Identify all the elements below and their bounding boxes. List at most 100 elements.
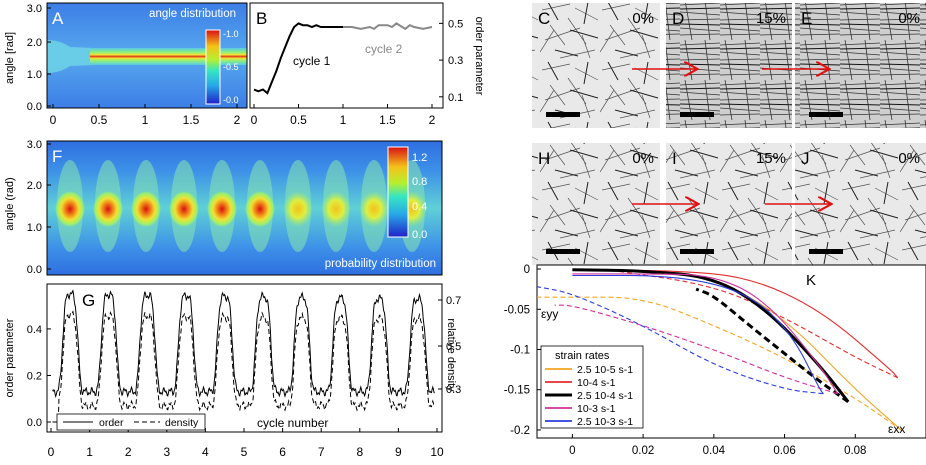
panel-f-spot-0 bbox=[55, 191, 85, 227]
micrograph-E-percent: 0% bbox=[898, 10, 920, 27]
panel-k-label: K bbox=[806, 272, 816, 289]
micrograph-panels: C 0% D 15% E 0% H 0% I 15% J 0% bbox=[532, 3, 926, 265]
micrograph-C: C 0% bbox=[532, 3, 660, 128]
panel-f-frame bbox=[46, 140, 443, 276]
panel-b-series-1 bbox=[253, 22, 343, 95]
panel-k-xlabel: εxx bbox=[888, 422, 905, 436]
panel-g-xtick-3: 3 bbox=[163, 445, 170, 459]
panel-k-xtick-0: 0 bbox=[569, 445, 575, 457]
panel-k-series-3-load bbox=[572, 273, 839, 394]
micrograph-I-percent: 15% bbox=[756, 150, 786, 167]
panel-g-series-order bbox=[52, 289, 435, 399]
panel-b: B cycle 1 cycle 2 0.5 0.3 0.1 0 0.5 1 1.5 2 or… bbox=[249, 2, 485, 127]
panel-g-xtick-4: 4 bbox=[202, 445, 209, 459]
panel-g-legend-density: density bbox=[165, 417, 199, 429]
panel-g-series-density bbox=[52, 310, 435, 423]
panel-g-xtick-6: 6 bbox=[279, 445, 286, 459]
panel-k-series-0-unload bbox=[537, 296, 902, 431]
panel-k-legend-title: strain rates bbox=[555, 350, 610, 362]
panel-a-ylabel: angle [rad] bbox=[4, 32, 16, 84]
panel-k-ytick-2: -0.1 bbox=[510, 344, 530, 356]
micrograph-I-label: I bbox=[672, 149, 677, 168]
panel-a-cbtick-2: -0.0 bbox=[223, 95, 239, 105]
micrograph-H-percent: 0% bbox=[632, 150, 654, 167]
panel-f-ytick-2: 1.0 bbox=[27, 222, 42, 234]
panel-k-series-4-unload bbox=[536, 286, 824, 395]
panel-k-legend-box bbox=[540, 345, 644, 429]
panel-a-cbtick-0: -1.0 bbox=[223, 29, 239, 39]
panel-a-colorbar bbox=[205, 29, 221, 105]
panel-g: G 0.4 0.2 0.0 0.7 0.5 0.3 0 1 2 3 4 5 6 7 8 9 10 order… bbox=[4, 283, 461, 459]
panel-f-cbtick-1: 0.8 bbox=[412, 176, 427, 188]
micrograph-E-label: E bbox=[801, 9, 812, 28]
panel-f-ytick-0: 3.0 bbox=[27, 139, 42, 151]
panel-f-spot-3 bbox=[169, 191, 199, 227]
micrograph-J-scale-bar bbox=[809, 249, 843, 254]
panel-f-spot-6 bbox=[283, 191, 313, 227]
panel-g-xtick-0: 0 bbox=[48, 445, 55, 459]
panel-f-label: F bbox=[52, 147, 62, 166]
panel-g-ytick-0: 0.4 bbox=[27, 324, 42, 336]
panel-f-colorbar bbox=[387, 146, 409, 238]
panel-b-xtick-3: 1.5 bbox=[379, 113, 396, 127]
panel-a-cbtick-1: -0.5 bbox=[223, 62, 239, 72]
panel-a-xtick-1: 0.5 bbox=[91, 113, 108, 127]
panel-k: K 0-0.05-0.1-0.15-0.2 0 0.02 0.04 0.06 0.08 … bbox=[504, 264, 926, 457]
panel-a: A angle distribution -1.0 -0.5 -0.0 3.0 2.0… bbox=[4, 2, 248, 127]
micrograph-C-image bbox=[532, 3, 660, 128]
panel-f-cbtick-0: 1.2 bbox=[412, 152, 427, 164]
panel-b-annotation-cycle2: cycle 2 bbox=[365, 42, 403, 56]
panel-a-ytick-1: 2.0 bbox=[27, 37, 42, 49]
panel-f-spot-5 bbox=[245, 191, 275, 227]
panel-k-series-1-unload bbox=[607, 269, 898, 379]
micrograph-D: D 15% bbox=[666, 3, 792, 128]
panel-f-ytick-3: 0.0 bbox=[27, 264, 42, 276]
panel-k-ytick-3: -0.15 bbox=[504, 385, 530, 397]
panel-k-ytick-4: -0.2 bbox=[510, 425, 530, 437]
panel-g-y2tick-2: 0.3 bbox=[446, 384, 461, 396]
panel-k-ytick-0: 0 bbox=[524, 264, 530, 276]
panel-g-xtick-1: 1 bbox=[86, 445, 93, 459]
panel-g-y2tick-1: 0.5 bbox=[446, 341, 461, 353]
micrograph-D-label: D bbox=[672, 9, 684, 28]
micrograph-D-percent: 15% bbox=[756, 10, 786, 27]
panel-k-ylabel: εyy bbox=[541, 307, 558, 321]
panel-k-xtick-3: 0.06 bbox=[773, 445, 795, 457]
panel-k-xtick-4: 0.08 bbox=[844, 445, 866, 457]
panel-g-xlabel: cycle number bbox=[257, 416, 328, 430]
panel-g-legend-box bbox=[56, 413, 206, 431]
panel-a-xtick-2: 1 bbox=[142, 113, 149, 127]
panel-g-xtick-5: 5 bbox=[241, 445, 248, 459]
panel-b-annotation-cycle1: cycle 1 bbox=[293, 54, 331, 68]
panel-a-ytick-0: 3.0 bbox=[27, 3, 42, 15]
panel-k-legend: strain rates 2.5 10-5 s-110-4 s-12.5 10-… bbox=[540, 345, 644, 429]
panel-k-legend-item-2: 2.5 10-4 s-1 bbox=[577, 390, 633, 402]
panel-b-ytick-0: 0.5 bbox=[448, 18, 463, 30]
panel-f-ytick-1: 2.0 bbox=[27, 180, 42, 192]
panel-b-label: B bbox=[256, 9, 267, 28]
panel-f-spot-8 bbox=[359, 191, 389, 227]
panel-f-spot-4 bbox=[207, 191, 237, 227]
panel-k-legend-item-4: 2.5 10-3 s-1 bbox=[577, 416, 633, 428]
panel-k-series-2-load bbox=[572, 268, 850, 403]
panel-f-spot-1 bbox=[93, 191, 123, 227]
panel-b-frame bbox=[249, 2, 444, 109]
panel-k-series-4-load bbox=[572, 274, 824, 395]
micrograph-C-scale-bar bbox=[546, 112, 580, 117]
panel-g-label: G bbox=[82, 291, 95, 310]
panel-a-xtick-0: 0 bbox=[50, 113, 57, 127]
panel-f: F probability distribution 1.20.80.40.0 … bbox=[4, 139, 443, 276]
panel-a-title: angle distribution bbox=[149, 8, 236, 20]
panel-f-spot-7 bbox=[321, 191, 351, 227]
panel-b-xtick-4: 2 bbox=[429, 113, 436, 127]
panel-b-y2label: order parameter bbox=[473, 17, 485, 96]
micrograph-E-scale-bar bbox=[809, 112, 843, 117]
micrograph-C-percent: 0% bbox=[632, 10, 654, 27]
panel-b-ytick-1: 0.3 bbox=[448, 55, 463, 67]
panel-a-label: A bbox=[52, 9, 64, 28]
micrograph-E: E 0% bbox=[795, 3, 926, 128]
micrograph-H-label: H bbox=[538, 149, 550, 168]
panel-a-xtick-3: 1.5 bbox=[183, 113, 200, 127]
micrograph-C-label: C bbox=[538, 9, 550, 28]
